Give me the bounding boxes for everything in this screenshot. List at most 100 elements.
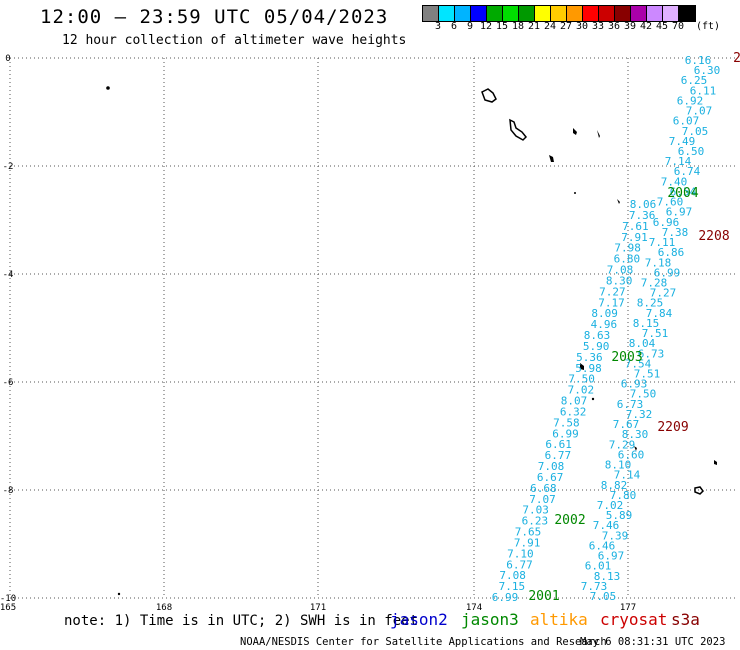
scale-label: 3 <box>434 21 442 32</box>
swh-value: 6.99 <box>492 591 519 604</box>
scale-label: 30 <box>575 21 589 32</box>
swh-value: 6.07 <box>673 115 700 128</box>
swh-value: 6.01 <box>585 560 612 573</box>
swh-value: 7.80 <box>610 489 637 502</box>
swh-value: 8.82 <box>601 479 628 492</box>
scale-swatch <box>423 6 439 21</box>
swh-value: 6.80 <box>614 253 641 266</box>
swh-value: 4.96 <box>591 318 618 331</box>
swh-value: 7.50 <box>630 388 657 401</box>
swh-value: 6.77 <box>506 558 533 571</box>
track-a-swh-values: 6.166.306.256.116.927.076.077.057.496.50… <box>581 54 721 603</box>
swh-value: 7.51 <box>634 368 661 381</box>
satellite-legend-item: s3a <box>671 610 700 629</box>
scale-label: 33 <box>591 21 605 32</box>
scale-swatch <box>631 6 647 21</box>
island-outlines <box>106 86 717 596</box>
swh-value: 7.61 <box>622 220 649 233</box>
swh-value: 7.38 <box>662 226 689 239</box>
scale-swatch <box>583 6 599 21</box>
island <box>509 118 528 141</box>
swh-value: 8.09 <box>591 307 618 320</box>
pass-label: 2003 <box>611 350 642 365</box>
swh-value: 6.46 <box>589 539 616 552</box>
scale-swatch <box>471 6 487 21</box>
island <box>574 192 576 194</box>
swh-value: 7.98 <box>614 242 641 255</box>
island <box>580 363 584 370</box>
swh-value: 6.93 <box>621 378 648 391</box>
swh-value: 6.16 <box>685 54 712 67</box>
swh-value: 7.15 <box>499 580 526 593</box>
swh-value: 7.60 <box>657 196 684 209</box>
swh-value: 6.32 <box>560 405 587 418</box>
swh-value: 7.17 <box>598 296 625 309</box>
swh-value: 6.25 <box>681 74 708 87</box>
scale-swatch <box>503 6 519 21</box>
swh-value: 7.18 <box>645 256 672 269</box>
color-scale-bar <box>422 5 696 22</box>
pass-label: 2004 <box>667 186 698 201</box>
track-b-swh-values: 8.067.367.617.917.986.807.088.307.277.17… <box>492 198 657 604</box>
scale-label: 45 <box>655 21 669 32</box>
color-scale-labels: 3 6 9 12 15 18 21 24 27 30 33 36 39 42 45 70 (ft) <box>422 21 740 33</box>
island <box>549 155 554 162</box>
swh-value: 7.49 <box>669 135 696 148</box>
scale-label: 18 <box>511 21 525 32</box>
pass-label: 2208 <box>698 229 729 244</box>
scale-label: 24 <box>543 21 557 32</box>
scale-label: 42 <box>639 21 653 32</box>
swh-value: 6.73 <box>617 398 644 411</box>
swh-value: 7.46 <box>593 519 620 532</box>
lat-label: -6 <box>3 378 14 388</box>
scale-swatch <box>599 6 615 21</box>
island <box>106 86 110 90</box>
swh-value: 6.54 <box>670 185 697 198</box>
scale-label: 27 <box>559 21 573 32</box>
swh-value: 5.89 <box>606 509 633 522</box>
swh-value: 7.02 <box>568 384 595 397</box>
swh-value: 7.32 <box>626 408 653 421</box>
swh-value: 6.97 <box>666 206 693 219</box>
swh-value: 6.99 <box>552 427 579 440</box>
swh-value: 6.86 <box>658 246 685 259</box>
scale-label: 36 <box>607 21 621 32</box>
scale-swatch <box>455 6 471 21</box>
island <box>714 460 717 465</box>
pass-labels: 2004 2003 2002 2001 2208 2209 2 <box>528 51 740 604</box>
swh-value: 8.30 <box>606 274 633 287</box>
scale-swatch <box>519 6 535 21</box>
island <box>481 88 497 103</box>
scale-label: 9 <box>466 21 474 32</box>
swh-value: 7.08 <box>499 569 526 582</box>
lat-label: -2 <box>3 162 14 172</box>
island <box>591 397 595 401</box>
swh-value: 7.03 <box>522 504 549 517</box>
pass-label: 2001 <box>528 589 559 604</box>
swh-value: 7.54 <box>625 357 652 370</box>
swh-value: 7.28 <box>641 276 668 289</box>
footer-timestamp: May 6 08:31:31 UTC 2023 <box>580 636 726 648</box>
lat-lon-grid <box>9 57 736 599</box>
satellite-legend-item: cryosat <box>600 610 668 629</box>
satellite-legend-item: jason2 <box>390 610 448 629</box>
swh-value: 7.05 <box>590 590 617 603</box>
swh-value: 7.40 <box>661 175 688 188</box>
scale-label: 6 <box>450 21 458 32</box>
swh-value: 6.60 <box>618 448 645 461</box>
swh-value: 8.15 <box>633 317 660 330</box>
swh-value: 7.11 <box>649 236 676 249</box>
swh-value: 7.50 <box>568 373 595 386</box>
swh-value: 8.07 <box>561 395 588 408</box>
swh-value: 7.73 <box>581 580 608 593</box>
swh-value: 8.10 <box>605 459 632 472</box>
lon-label: 174 <box>466 603 482 613</box>
swh-value: 6.99 <box>654 266 681 279</box>
swh-value: 6.74 <box>674 165 701 178</box>
swh-value: 6.30 <box>694 64 721 77</box>
swh-value: 7.08 <box>538 460 565 473</box>
swh-value: 7.58 <box>553 416 580 429</box>
swh-value: 8.04 <box>629 337 656 350</box>
swh-value: 6.77 <box>545 449 572 462</box>
